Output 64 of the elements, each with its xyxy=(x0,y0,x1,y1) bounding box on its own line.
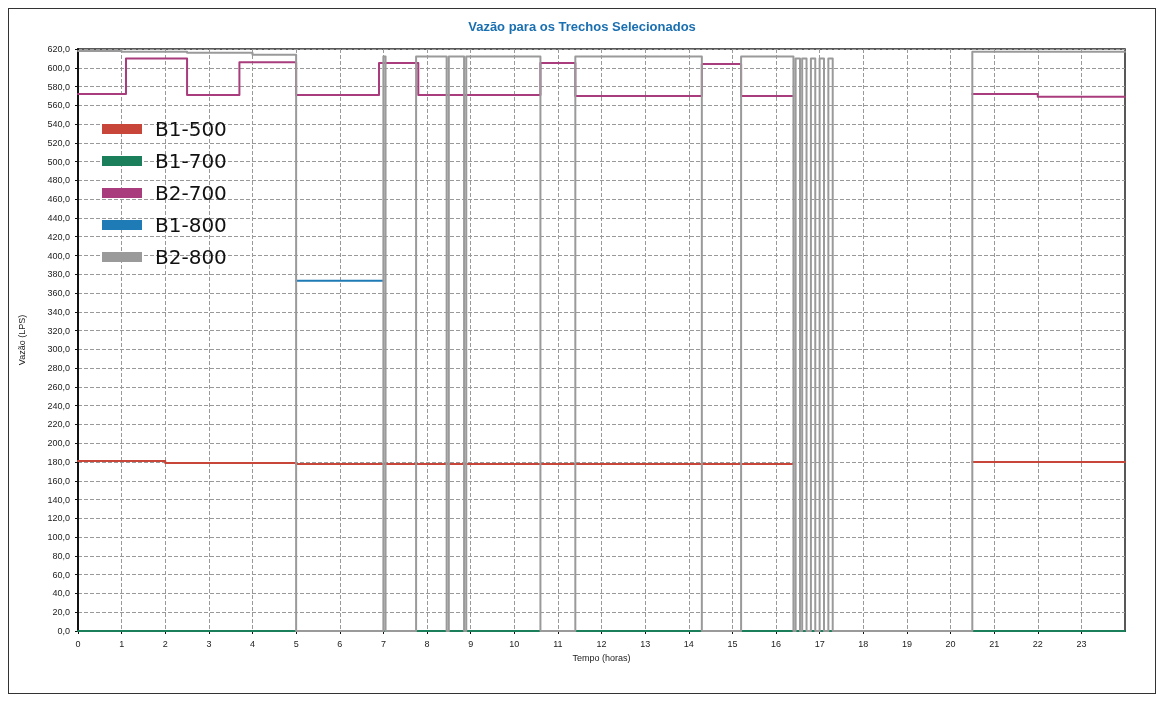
y-tick-label: 240,0 xyxy=(47,400,70,411)
y-tick-label: 100,0 xyxy=(47,532,70,543)
legend-label: B1-700 xyxy=(155,149,227,173)
x-tick-label: 19 xyxy=(901,638,912,649)
y-tick-label: 340,0 xyxy=(47,306,70,317)
x-tick-label: 16 xyxy=(770,638,782,649)
y-tick-label: 620,0 xyxy=(47,44,70,54)
x-tick-label: 21 xyxy=(989,638,1000,649)
chart-title: Vazão para os Trechos Selecionados xyxy=(468,19,696,34)
y-tick-label: 40,0 xyxy=(52,588,70,599)
x-tick-label: 7 xyxy=(380,638,386,649)
x-tick-label: 17 xyxy=(814,638,825,649)
x-tick-label: 13 xyxy=(640,638,651,649)
y-tick-label: 220,0 xyxy=(47,419,70,430)
y-tick-label: 140,0 xyxy=(47,494,70,505)
y-tick-label: 120,0 xyxy=(47,513,70,524)
y-tick-label: 260,0 xyxy=(47,381,70,392)
y-tick-label: 80,0 xyxy=(52,550,70,561)
x-tick-label: 8 xyxy=(424,638,430,649)
y-tick-label: 380,0 xyxy=(47,269,70,280)
y-tick-label: 280,0 xyxy=(47,363,70,374)
y-tick-label: 200,0 xyxy=(47,438,70,449)
x-tick-label: 0 xyxy=(75,638,81,649)
y-tick-label: 320,0 xyxy=(47,325,70,336)
y-tick-label: 580,0 xyxy=(47,81,70,92)
y-tick-label: 360,0 xyxy=(47,288,70,299)
y-tick-label: 500,0 xyxy=(47,156,70,167)
x-tick-label: 18 xyxy=(858,638,869,649)
x-tick-label: 23 xyxy=(1076,638,1087,649)
y-tick-label: 480,0 xyxy=(47,175,70,186)
x-tick-label: 2 xyxy=(162,638,168,649)
x-tick-label: 5 xyxy=(293,638,299,649)
y-tick-label: 460,0 xyxy=(47,194,70,205)
x-tick-label: 1 xyxy=(119,638,125,649)
x-tick-label: 12 xyxy=(596,638,607,649)
x-tick-label: 11 xyxy=(553,638,563,649)
y-tick-label: 420,0 xyxy=(47,231,70,242)
x-tick-label: 9 xyxy=(468,638,474,649)
x-tick-label: 20 xyxy=(945,638,956,649)
y-tick-label: 20,0 xyxy=(52,607,70,618)
legend-label: B2-700 xyxy=(155,181,227,205)
x-tick-label: 22 xyxy=(1032,638,1043,649)
y-tick-label: 540,0 xyxy=(47,119,70,130)
x-tick-label: 3 xyxy=(206,638,212,649)
legend-label: B2-800 xyxy=(155,245,227,269)
y-tick-label: 60,0 xyxy=(52,569,70,580)
y-tick-label: 440,0 xyxy=(47,212,70,223)
y-tick-label: 300,0 xyxy=(47,344,70,355)
x-axis-title: Tempo (horas) xyxy=(572,652,631,663)
y-tick-label: 400,0 xyxy=(47,250,70,261)
y-tick-label: 0,0 xyxy=(57,626,70,636)
legend-label: B1-500 xyxy=(155,117,227,141)
x-tick-label: 15 xyxy=(727,638,738,649)
x-tick-label: 14 xyxy=(683,638,694,649)
y-tick-label: 560,0 xyxy=(47,100,70,111)
x-tick-label: 6 xyxy=(337,638,343,649)
y-tick-label: 600,0 xyxy=(47,62,70,73)
x-tick-label: 4 xyxy=(249,638,256,649)
y-tick-label: 160,0 xyxy=(47,475,70,486)
x-tick-label: 10 xyxy=(509,638,520,649)
legend-label: B1-800 xyxy=(155,213,227,237)
y-tick-label: 180,0 xyxy=(47,457,70,468)
y-tick-label: 520,0 xyxy=(47,137,70,148)
y-axis-title: Vazão (LPS) xyxy=(16,314,27,366)
